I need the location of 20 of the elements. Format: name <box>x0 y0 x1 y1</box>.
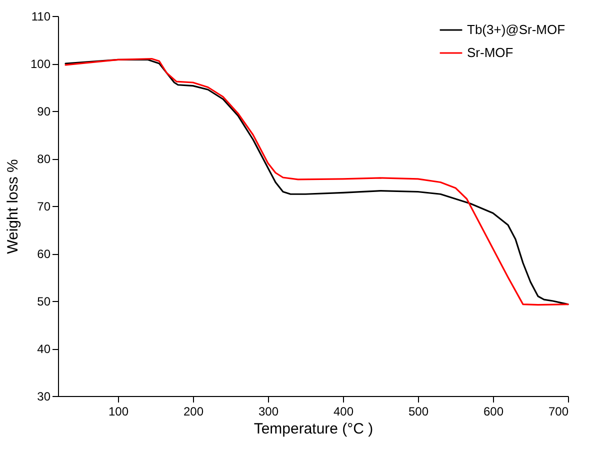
legend-label: Tb(3+)@Sr-MOF <box>467 22 566 37</box>
y-tick-label: 60 <box>37 247 51 261</box>
y-tick-label: 40 <box>37 342 51 356</box>
y-tick-label: 50 <box>37 294 51 308</box>
y-tick-label: 110 <box>31 10 51 24</box>
x-tick-label: 200 <box>183 404 204 418</box>
y-tick-label: 80 <box>37 152 51 166</box>
x-axis-title: Temperature (°C ) <box>254 420 374 438</box>
y-tick-label: 70 <box>37 200 51 214</box>
y-tick-label: 30 <box>37 390 51 404</box>
x-tick-label: 500 <box>408 404 429 418</box>
y-tick-label: 90 <box>37 104 51 118</box>
y-axis-title: Weight loss % <box>4 159 22 254</box>
x-tick-label: 100 <box>108 404 129 418</box>
x-tick-label: 400 <box>333 404 354 418</box>
x-tick-label: 300 <box>258 404 279 418</box>
x-tick-label: 700 <box>548 404 569 418</box>
x-tick-label: 600 <box>483 404 504 418</box>
legend-label: Sr-MOF <box>467 45 514 60</box>
y-tick-label: 100 <box>30 57 51 71</box>
